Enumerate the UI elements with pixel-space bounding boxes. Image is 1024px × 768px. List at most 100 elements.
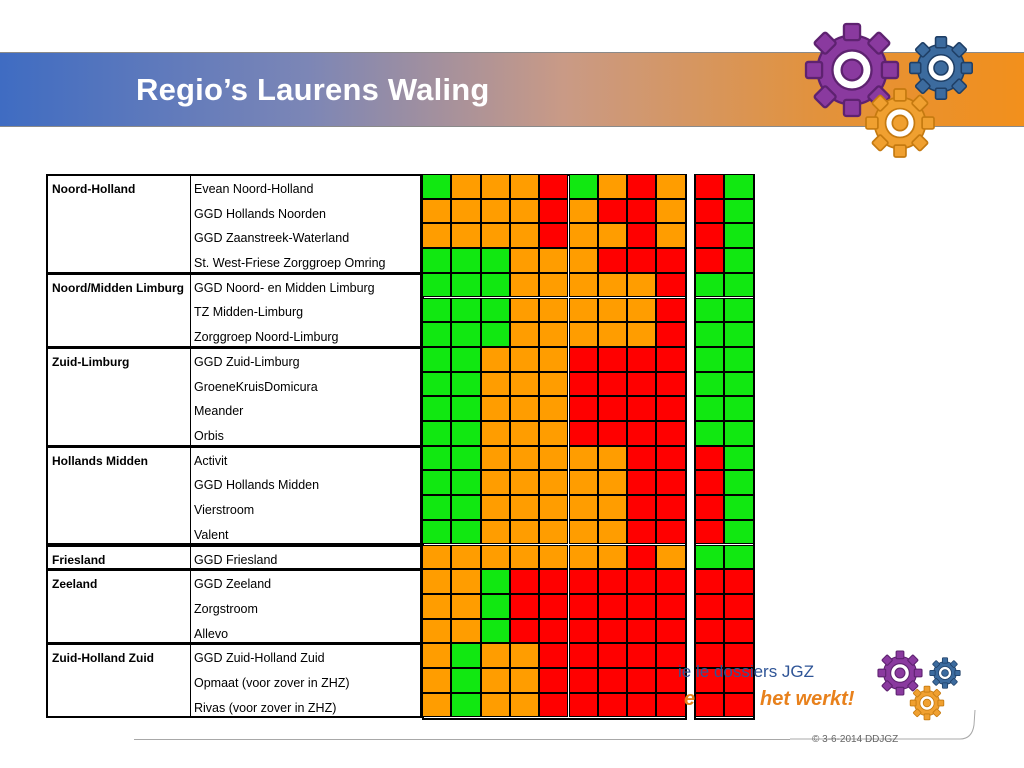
score-cell-side: [695, 643, 725, 668]
score-cell-side: [695, 346, 725, 372]
score-cell-side: [724, 371, 754, 397]
score-cell: [627, 495, 657, 520]
region-block: Zuid-Limburg GGD Zuid-Limburg GroeneKruisD…: [46, 346, 422, 447]
score-cell-side: [695, 445, 725, 471]
score-cell: [656, 668, 686, 693]
score-cell: [509, 470, 540, 496]
score-cell: [568, 396, 598, 421]
score-cell: [656, 421, 686, 446]
score-cell-side: [724, 346, 754, 372]
score-cell: [656, 445, 686, 471]
score-cell: [627, 371, 657, 397]
score-cell: [422, 396, 452, 421]
score-cell: [568, 668, 598, 693]
score-cell: [480, 445, 510, 471]
score-cell: [597, 445, 628, 471]
score-cell: [539, 396, 569, 421]
score-cell: [451, 223, 481, 249]
organisation-name: GGD Zuid-Holland Zuid: [194, 651, 325, 666]
score-cell: [480, 346, 510, 372]
score-cell: [422, 569, 452, 594]
score-cell-side: [724, 297, 754, 323]
score-cell: [539, 643, 569, 668]
score-cell: [422, 248, 452, 273]
score-cell: [597, 544, 628, 570]
score-cell: [597, 371, 628, 397]
score-cell: [480, 593, 510, 619]
score-cell: [451, 174, 481, 199]
score-cell: [451, 593, 481, 619]
score-cell: [480, 223, 510, 249]
score-cell: [451, 692, 481, 718]
organisation-name: Activit: [194, 453, 228, 468]
score-cell: [451, 668, 481, 693]
footer-curve: [790, 709, 976, 740]
score-cell-side: [695, 396, 725, 421]
score-cell: [656, 396, 686, 421]
score-cell: [568, 593, 598, 619]
score-cell: [509, 569, 540, 594]
organisation-name: GGD Friesland: [194, 552, 278, 567]
region-name: Zuid-Limburg: [52, 354, 130, 369]
score-cell-side: [724, 692, 754, 718]
organisation-name: GGD Noord- en Midden Limburg: [194, 280, 375, 295]
score-cell: [539, 495, 569, 520]
score-cell: [451, 519, 481, 545]
score-cell: [597, 297, 628, 323]
score-cell: [451, 495, 481, 520]
organisation-name: Zorggroep Noord-Limburg: [194, 330, 339, 345]
score-cell: [509, 593, 540, 619]
score-cell: [480, 421, 510, 446]
score-cell: [539, 618, 569, 644]
score-cell: [627, 668, 657, 693]
score-cell-side: [724, 668, 754, 693]
score-cell: [451, 618, 481, 644]
score-cell-side: [695, 174, 725, 199]
score-cell: [509, 371, 540, 397]
score-cell: [539, 470, 569, 496]
score-cell: [480, 322, 510, 347]
score-cell: [656, 174, 686, 199]
region-name: Noord-Holland: [52, 182, 136, 196]
score-cell: [422, 618, 452, 644]
score-cell: [539, 174, 569, 199]
score-cell: [656, 248, 686, 273]
score-cell: [656, 297, 686, 323]
score-cell: [656, 322, 686, 347]
region-block: Noord-Holland Evean Noord-Holland GGD Holl…: [46, 174, 422, 274]
score-cell: [597, 322, 628, 347]
score-cell: [568, 223, 598, 249]
column-separator: [190, 546, 191, 569]
score-cell-side: [724, 396, 754, 421]
score-cell-side: [724, 223, 754, 249]
score-cell: [627, 297, 657, 323]
score-cell: [509, 272, 540, 298]
column-separator: [190, 176, 191, 272]
copyright-text: © 3-6-2014 DDJGZ: [812, 734, 899, 745]
region-block: Zeeland GGD Zeeland Zorgstroom Allevo: [46, 569, 422, 645]
score-cell: [656, 569, 686, 594]
organisation-name: Valent: [194, 527, 229, 542]
score-cell: [627, 593, 657, 619]
organisation-name: GroeneKruisDomicura: [194, 379, 318, 394]
score-cell: [656, 618, 686, 644]
score-cell: [627, 198, 657, 224]
score-cell: [480, 174, 510, 199]
score-cell: [656, 223, 686, 249]
score-cell: [480, 544, 510, 570]
score-cell: [627, 396, 657, 421]
score-cell: [597, 470, 628, 496]
score-cell: [509, 421, 540, 446]
organisation-name: Evean Noord-Holland: [194, 182, 314, 196]
score-cell: [627, 519, 657, 545]
score-cell: [509, 618, 540, 644]
score-cell: [597, 396, 628, 421]
score-cell: [480, 569, 510, 594]
score-cell: [568, 445, 598, 471]
score-cell: [451, 248, 481, 273]
score-cell: [656, 198, 686, 224]
score-cell: [627, 421, 657, 446]
score-cell: [597, 668, 628, 693]
score-cell: [451, 198, 481, 224]
score-cell: [480, 692, 510, 718]
